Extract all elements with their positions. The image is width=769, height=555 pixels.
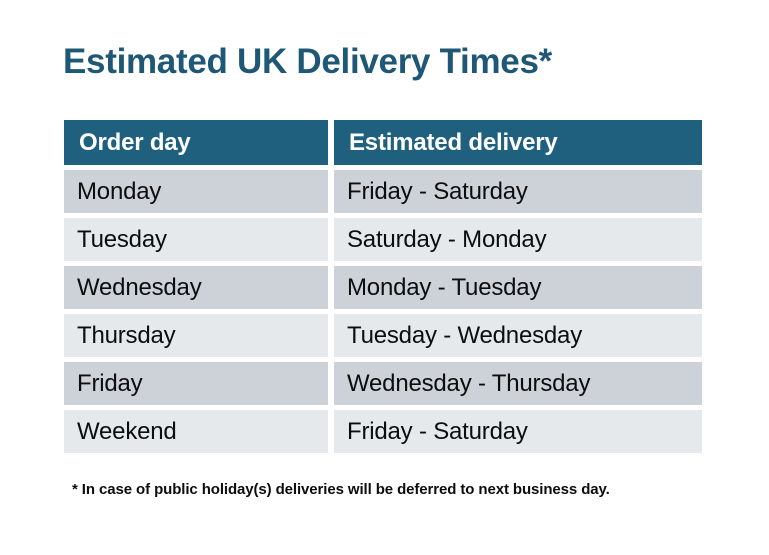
page-title: Estimated UK Delivery Times* [63, 42, 552, 81]
table-cell: Friday - Saturday [334, 170, 702, 213]
column-header-estimated-delivery: Estimated delivery [334, 120, 702, 165]
table-cell: Wednesday - Thursday [334, 362, 702, 405]
column-header-order-day: Order day [64, 120, 328, 165]
table-cell: Weekend [64, 410, 328, 453]
table-cell: Saturday - Monday [334, 218, 702, 261]
table-cell: Monday - Tuesday [334, 266, 702, 309]
delivery-times-table: Order day Estimated delivery Monday Frida… [64, 120, 702, 453]
table-cell: Wednesday [64, 266, 328, 309]
table-cell: Tuesday [64, 218, 328, 261]
table-cell: Friday - Saturday [334, 410, 702, 453]
table-cell: Monday [64, 170, 328, 213]
table-cell: Tuesday - Wednesday [334, 314, 702, 357]
table-cell: Thursday [64, 314, 328, 357]
table-cell: Friday [64, 362, 328, 405]
footnote: * In case of public holiday(s) deliverie… [72, 481, 610, 498]
